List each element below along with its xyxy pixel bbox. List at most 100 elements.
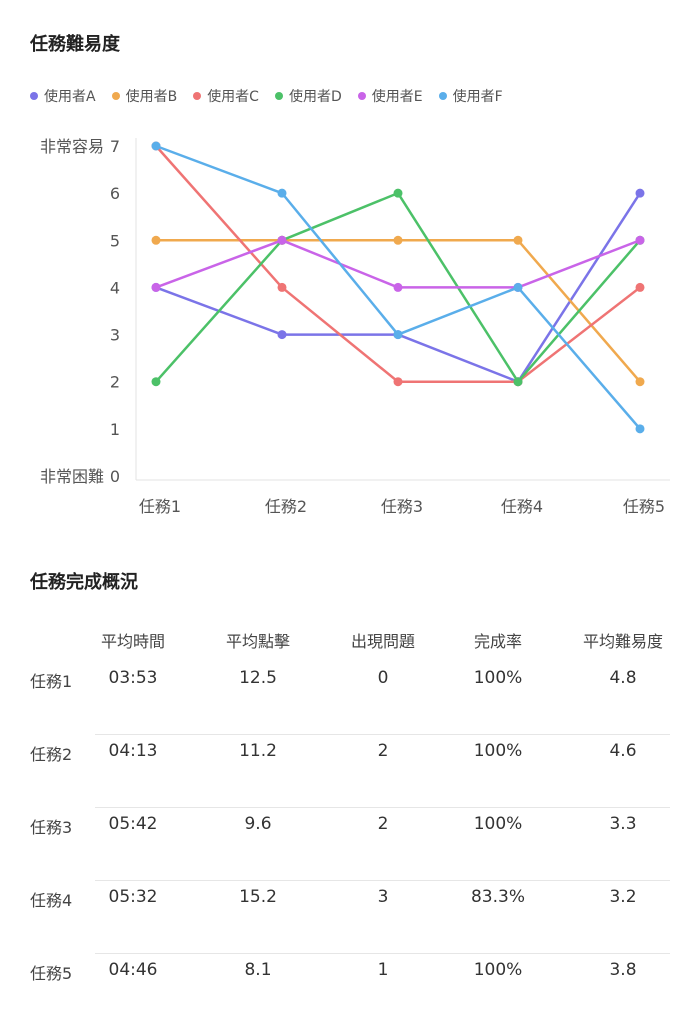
- data-point: [393, 188, 403, 198]
- y-tick-label: 5: [110, 231, 120, 250]
- x-tick-label: 任務3: [381, 497, 423, 516]
- table-row: 任務3 05:42 9.6 2 100% 3.3: [0, 808, 700, 881]
- row-divider: [95, 880, 670, 881]
- x-tick-label: 任務5: [623, 497, 665, 516]
- legend-item[interactable]: 使用者F: [438, 86, 503, 106]
- table-cell: 2: [377, 814, 389, 834]
- table-cell: 3.8: [609, 960, 637, 980]
- table-cell: 3.3: [609, 814, 637, 834]
- legend-swatch: [357, 92, 366, 100]
- data-point: [277, 235, 287, 245]
- table-cell: 03:53: [108, 668, 158, 688]
- data-point: [151, 235, 161, 245]
- table-cell: 04:13: [108, 741, 158, 761]
- table-body: 任務1 03:53 12.5 0 100% 4.8 任務2 04:13 11.2 2 100% 4.6…: [0, 662, 700, 1027]
- data-point: [513, 377, 523, 387]
- table-row: 任務1 03:53 12.5 0 100% 4.8: [0, 662, 700, 735]
- chart-title: 任務難易度: [30, 34, 120, 55]
- table-cell: 1: [377, 960, 389, 980]
- table-cell: 4.6: [609, 741, 637, 761]
- column-header: 完成率: [473, 632, 523, 651]
- table-cell: 05:42: [108, 814, 158, 834]
- legend-item[interactable]: 使用者C: [193, 86, 259, 106]
- x-tick-label: 任務1: [139, 497, 181, 516]
- chart-legend: 使用者A 使用者B 使用者C 使用者D 使用者E 使用者F: [30, 86, 519, 106]
- data-point: [635, 282, 645, 292]
- series-6: [151, 141, 645, 434]
- row-divider: [95, 953, 670, 954]
- legend-swatch: [274, 92, 283, 100]
- legend-item[interactable]: 使用者B: [111, 86, 178, 106]
- row-label: 任務4: [30, 891, 73, 910]
- data-point: [635, 235, 645, 245]
- column-header: 平均時間: [100, 632, 166, 651]
- y-tick-label: 3: [110, 326, 120, 345]
- x-tick-label: 任務4: [501, 497, 543, 516]
- table-cell: 0: [377, 668, 389, 688]
- table-cell: 3: [377, 887, 389, 907]
- data-point: [393, 282, 403, 292]
- legend-swatch: [438, 92, 447, 100]
- data-point: [393, 235, 403, 245]
- table-title: 任務完成概況: [30, 572, 138, 593]
- row-label: 任務5: [30, 964, 73, 983]
- legend-label: 使用者F: [452, 89, 503, 105]
- data-point: [393, 377, 403, 387]
- table-cell: 2: [377, 741, 389, 761]
- y-tick-label: 4: [110, 278, 120, 297]
- row-divider: [95, 807, 670, 808]
- table-header: 平均時間 平均點擊 出現問題 完成率 平均難易度: [0, 612, 700, 662]
- legend-item[interactable]: 使用者D: [274, 86, 342, 106]
- data-point: [635, 188, 645, 198]
- table-row: 任務4 05:32 15.2 3 83.3% 3.2: [0, 881, 700, 954]
- legend-label: 使用者A: [44, 89, 96, 105]
- y-tick-label: 2: [110, 373, 120, 392]
- column-header: 平均點擊: [225, 632, 291, 651]
- table-cell: 100%: [473, 814, 523, 834]
- table-cell: 11.2: [239, 741, 277, 761]
- data-point: [151, 141, 161, 151]
- table-row: 任務5 04:46 8.1 1 100% 3.8: [0, 954, 700, 1027]
- table-cell: 100%: [473, 668, 523, 688]
- legend-swatch: [111, 92, 120, 100]
- task-summary-table: 平均時間 平均點擊 出現問題 完成率 平均難易度 任務1 03:53 12.5 0 100% 4.…: [0, 612, 700, 1027]
- row-divider: [95, 734, 670, 735]
- x-tick-label: 任務2: [265, 497, 307, 516]
- data-point: [635, 424, 645, 434]
- data-point: [151, 377, 161, 387]
- legend-label: 使用者C: [207, 89, 259, 105]
- y-tick-label: 1: [110, 420, 120, 439]
- data-point: [513, 235, 523, 245]
- row-label: 任務2: [30, 745, 73, 764]
- legend-item[interactable]: 使用者A: [30, 86, 96, 106]
- table-cell: 05:32: [108, 887, 158, 907]
- data-point: [393, 330, 403, 340]
- y-tick-label: 0: [110, 467, 120, 486]
- legend-swatch: [193, 92, 202, 100]
- table-cell: 100%: [473, 741, 523, 761]
- table-cell: 9.6: [244, 814, 272, 834]
- legend-label: 使用者E: [371, 89, 423, 105]
- legend-swatch: [30, 92, 38, 100]
- data-point: [277, 330, 287, 340]
- table-cell: 04:46: [108, 960, 158, 980]
- data-point: [277, 188, 287, 198]
- legend-label: 使用者D: [288, 89, 342, 105]
- row-label: 任務1: [30, 672, 73, 691]
- table-cell: 15.2: [239, 887, 277, 907]
- y-top-annotation: 非常容易: [40, 137, 104, 156]
- legend-item[interactable]: 使用者E: [357, 86, 423, 106]
- data-point: [151, 282, 161, 292]
- table-cell: 4.8: [609, 668, 637, 688]
- y-tick-label: 6: [110, 184, 120, 203]
- table-cell: 83.3%: [470, 887, 526, 907]
- table-row: 任務2 04:13 11.2 2 100% 4.6: [0, 735, 700, 808]
- row-label: 任務3: [30, 818, 73, 837]
- legend-label: 使用者B: [125, 89, 178, 105]
- table-cell: 12.5: [239, 668, 277, 688]
- y-tick-label: 7: [110, 137, 120, 156]
- table-cell: 8.1: [244, 960, 272, 980]
- column-header: 平均難易度: [582, 632, 664, 651]
